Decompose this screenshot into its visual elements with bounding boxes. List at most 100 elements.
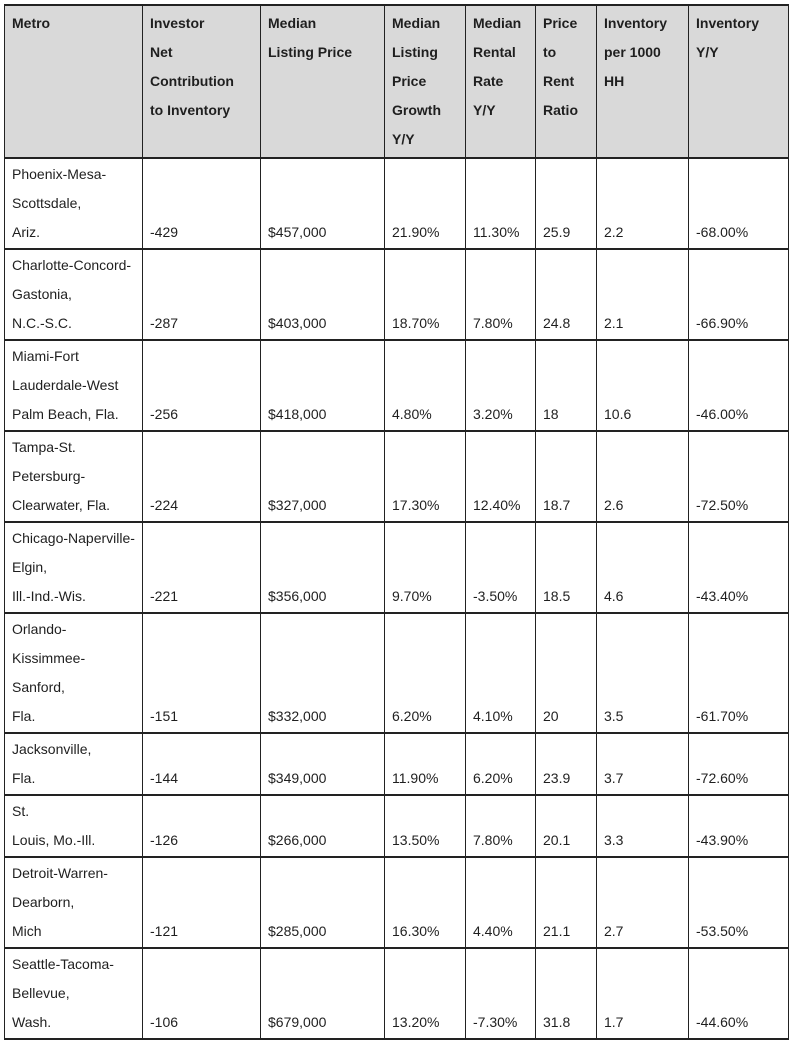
cell-median-listing-price: $356,000 [260, 521, 385, 614]
cell-median-rental-rate-yy: -3.50% [465, 521, 536, 614]
cell-inventory-yy: -72.60% [688, 732, 789, 796]
cell-price-to-rent-ratio: 18 [535, 339, 597, 432]
table-header-row: Metro Investor Net Contribution to Inven… [4, 4, 789, 159]
cell-inventory-per-1000-hh: 2.7 [596, 856, 689, 949]
cell-median-listing-price-growth-yy: 21.90% [384, 157, 466, 250]
metro-investor-metrics-table: Metro Investor Net Contribution to Inven… [4, 4, 789, 1040]
cell-median-rental-rate-yy: -7.30% [465, 947, 536, 1040]
table-row: Orlando- Kissimmee- Sanford, Fla. -151 $33… [4, 612, 789, 734]
column-header-investor-net-contribution: Investor Net Contribution to Inventory [142, 4, 261, 159]
cell-metro: Chicago-Naperville- Elgin, Ill.-Ind.-Wis… [4, 521, 143, 614]
cell-investor-net-contribution: -121 [142, 856, 261, 949]
cell-inventory-yy: -53.50% [688, 856, 789, 949]
cell-inventory-per-1000-hh: 10.6 [596, 339, 689, 432]
cell-investor-net-contribution: -224 [142, 430, 261, 523]
cell-metro: Phoenix-Mesa- Scottsdale, Ariz. [4, 157, 143, 250]
table-row: Charlotte-Concord- Gastonia, N.C.-S.C. -2… [4, 248, 789, 341]
cell-investor-net-contribution: -144 [142, 732, 261, 796]
table-row: Jacksonville, Fla. -144 $349,000 11.90% 6.20… [4, 732, 789, 796]
cell-inventory-per-1000-hh: 4.6 [596, 521, 689, 614]
cell-metro: Tampa-St. Petersburg- Clearwater, Fla. [4, 430, 143, 523]
cell-price-to-rent-ratio: 18.7 [535, 430, 597, 523]
cell-price-to-rent-ratio: 20.1 [535, 794, 597, 858]
cell-median-rental-rate-yy: 12.40% [465, 430, 536, 523]
cell-metro: Orlando- Kissimmee- Sanford, Fla. [4, 612, 143, 734]
cell-investor-net-contribution: -221 [142, 521, 261, 614]
cell-price-to-rent-ratio: 20 [535, 612, 597, 734]
cell-metro: Detroit-Warren- Dearborn, Mich [4, 856, 143, 949]
cell-median-rental-rate-yy: 7.80% [465, 794, 536, 858]
table-row: Detroit-Warren- Dearborn, Mich -121 $285,0… [4, 856, 789, 949]
table-body: Phoenix-Mesa- Scottsdale, Ariz. -429 $457,… [4, 157, 789, 1040]
cell-inventory-per-1000-hh: 2.6 [596, 430, 689, 523]
cell-metro: Miami-Fort Lauderdale-West Palm Beach, F… [4, 339, 143, 432]
table-row: St. Louis, Mo.-Ill. -126 $266,000 13.50% 7.8… [4, 794, 789, 858]
cell-median-listing-price: $679,000 [260, 947, 385, 1040]
cell-inventory-yy: -61.70% [688, 612, 789, 734]
cell-median-listing-price-growth-yy: 16.30% [384, 856, 466, 949]
table-row: Chicago-Naperville- Elgin, Ill.-Ind.-Wis… [4, 521, 789, 614]
cell-median-listing-price-growth-yy: 6.20% [384, 612, 466, 734]
cell-median-listing-price-growth-yy: 17.30% [384, 430, 466, 523]
cell-inventory-yy: -43.40% [688, 521, 789, 614]
cell-inventory-per-1000-hh: 3.3 [596, 794, 689, 858]
cell-inventory-yy: -68.00% [688, 157, 789, 250]
cell-inventory-per-1000-hh: 2.1 [596, 248, 689, 341]
cell-price-to-rent-ratio: 21.1 [535, 856, 597, 949]
column-header-median-listing-price-growth-yy: Median Listing Price Growth Y/Y [384, 4, 466, 159]
cell-metro: Charlotte-Concord- Gastonia, N.C.-S.C. [4, 248, 143, 341]
cell-inventory-yy: -46.00% [688, 339, 789, 432]
cell-investor-net-contribution: -126 [142, 794, 261, 858]
cell-inventory-per-1000-hh: 3.5 [596, 612, 689, 734]
cell-price-to-rent-ratio: 18.5 [535, 521, 597, 614]
cell-inventory-yy: -66.90% [688, 248, 789, 341]
cell-inventory-yy: -72.50% [688, 430, 789, 523]
column-header-inventory-per-1000-hh: Inventory per 1000 HH [596, 4, 689, 159]
cell-inventory-yy: -43.90% [688, 794, 789, 858]
cell-median-rental-rate-yy: 11.30% [465, 157, 536, 250]
cell-investor-net-contribution: -287 [142, 248, 261, 341]
cell-median-listing-price-growth-yy: 9.70% [384, 521, 466, 614]
cell-median-listing-price-growth-yy: 4.80% [384, 339, 466, 432]
cell-investor-net-contribution: -256 [142, 339, 261, 432]
cell-median-rental-rate-yy: 7.80% [465, 248, 536, 341]
table-row: Miami-Fort Lauderdale-West Palm Beach, F… [4, 339, 789, 432]
cell-inventory-yy: -44.60% [688, 947, 789, 1040]
cell-metro: Seattle-Tacoma- Bellevue, Wash. [4, 947, 143, 1040]
cell-inventory-per-1000-hh: 3.7 [596, 732, 689, 796]
cell-investor-net-contribution: -106 [142, 947, 261, 1040]
cell-median-rental-rate-yy: 6.20% [465, 732, 536, 796]
cell-median-listing-price: $332,000 [260, 612, 385, 734]
cell-median-listing-price-growth-yy: 13.50% [384, 794, 466, 858]
cell-median-listing-price: $349,000 [260, 732, 385, 796]
cell-median-listing-price: $457,000 [260, 157, 385, 250]
cell-inventory-per-1000-hh: 2.2 [596, 157, 689, 250]
column-header-median-rental-rate-yy: Median Rental Rate Y/Y [465, 4, 536, 159]
cell-metro: St. Louis, Mo.-Ill. [4, 794, 143, 858]
cell-price-to-rent-ratio: 23.9 [535, 732, 597, 796]
cell-metro: Jacksonville, Fla. [4, 732, 143, 796]
column-header-metro: Metro [4, 4, 143, 159]
cell-median-listing-price-growth-yy: 18.70% [384, 248, 466, 341]
cell-median-listing-price: $418,000 [260, 339, 385, 432]
table-row: Phoenix-Mesa- Scottsdale, Ariz. -429 $457,… [4, 157, 789, 250]
column-header-inventory-yy: Inventory Y/Y [688, 4, 789, 159]
cell-median-listing-price: $403,000 [260, 248, 385, 341]
cell-median-rental-rate-yy: 3.20% [465, 339, 536, 432]
table-row: Tampa-St. Petersburg- Clearwater, Fla. -2… [4, 430, 789, 523]
cell-median-listing-price: $285,000 [260, 856, 385, 949]
table-row: Seattle-Tacoma- Bellevue, Wash. -106 $679,… [4, 947, 789, 1040]
cell-median-listing-price-growth-yy: 11.90% [384, 732, 466, 796]
cell-investor-net-contribution: -429 [142, 157, 261, 250]
cell-price-to-rent-ratio: 31.8 [535, 947, 597, 1040]
cell-median-rental-rate-yy: 4.10% [465, 612, 536, 734]
column-header-price-to-rent-ratio: Price to Rent Ratio [535, 4, 597, 159]
cell-median-listing-price: $327,000 [260, 430, 385, 523]
cell-inventory-per-1000-hh: 1.7 [596, 947, 689, 1040]
cell-price-to-rent-ratio: 25.9 [535, 157, 597, 250]
cell-median-listing-price: $266,000 [260, 794, 385, 858]
cell-price-to-rent-ratio: 24.8 [535, 248, 597, 341]
cell-median-listing-price-growth-yy: 13.20% [384, 947, 466, 1040]
cell-median-rental-rate-yy: 4.40% [465, 856, 536, 949]
column-header-median-listing-price: Median Listing Price [260, 4, 385, 159]
